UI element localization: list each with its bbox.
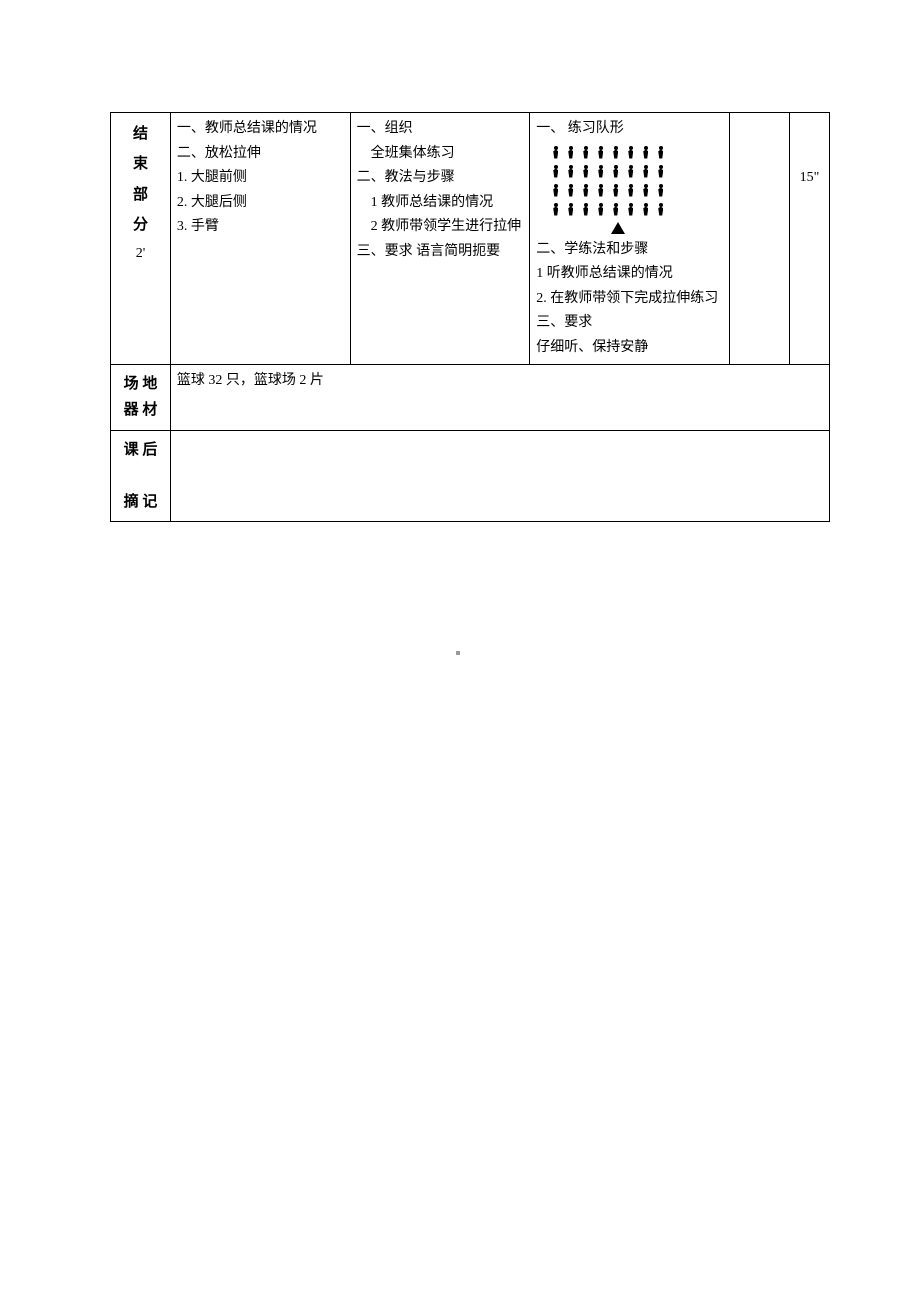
teach-heading: 一、组织 — [357, 121, 413, 136]
person-icon — [552, 184, 559, 198]
person-icon — [627, 184, 634, 198]
label-line: 课 后 — [124, 442, 158, 458]
equipment-label-cell: 场 地 器 材 — [111, 365, 171, 431]
person-icon — [567, 165, 574, 179]
time-value: 15" — [800, 170, 820, 185]
formation-diagram — [536, 142, 723, 238]
table-row: 结 束 部 分 2' 一、教师总结课的情况 二、放松拉伸 1. 大腿前侧 2. … — [111, 113, 830, 365]
equipment-content-cell: 篮球 32 只，篮球场 2 片 — [170, 365, 829, 431]
content-line: 2. 大腿后侧 — [177, 195, 247, 210]
person-icon — [612, 203, 619, 217]
label-line: 器 材 — [124, 402, 158, 418]
person-icon — [567, 203, 574, 217]
teach-sub: 语言简明扼要 — [416, 244, 500, 259]
content-line: 一、教师总结课的情况 — [177, 121, 317, 136]
formation-row — [542, 203, 723, 217]
student-heading: 二、学练法和步骤 — [536, 242, 648, 257]
person-icon — [567, 146, 574, 160]
person-icon — [582, 184, 589, 198]
student-heading: 一、 练习队形 — [536, 121, 624, 136]
content-line: 3. 手臂 — [177, 219, 219, 234]
student-cell: 一、 练习队形 二、学练法和步骤 — [530, 113, 730, 365]
person-icon — [612, 146, 619, 160]
person-icon — [627, 146, 634, 160]
person-icon — [627, 203, 634, 217]
table-row: 课 后 摘 记 — [111, 430, 830, 522]
person-icon — [642, 203, 649, 217]
person-icon — [597, 146, 604, 160]
label-line: 摘 记 — [124, 494, 158, 510]
teach-heading: 二、教法与步骤 — [357, 170, 455, 185]
page: 结 束 部 分 2' 一、教师总结课的情况 二、放松拉伸 1. 大腿前侧 2. … — [0, 0, 920, 522]
person-icon — [642, 165, 649, 179]
empty-cell — [730, 113, 790, 365]
person-icon — [612, 184, 619, 198]
person-icon — [552, 165, 559, 179]
person-icon — [657, 165, 664, 179]
person-icon — [642, 184, 649, 198]
person-icon — [657, 203, 664, 217]
notes-label-cell: 课 后 摘 记 — [111, 430, 171, 522]
teaching-cell: 一、组织 全班集体练习 二、教法与步骤 1 教师总结课的情况 2 教师带领学生进… — [350, 113, 530, 365]
person-icon — [657, 146, 664, 160]
person-icon — [642, 146, 649, 160]
person-icon — [582, 165, 589, 179]
equipment-text: 篮球 32 只，篮球场 2 片 — [177, 373, 324, 388]
time-cell: 15" — [789, 113, 829, 365]
student-sub: 2. 在教师带领下完成拉伸练习 — [536, 291, 718, 306]
formation-row — [542, 184, 723, 198]
content-line: 二、放松拉伸 — [177, 146, 261, 161]
label-char: 部 — [117, 182, 164, 208]
teacher-position — [542, 222, 723, 238]
label-line: 场 地 — [124, 376, 158, 392]
person-icon — [582, 203, 589, 217]
person-icon — [552, 203, 559, 217]
person-icon — [582, 146, 589, 160]
formation-row — [542, 165, 723, 179]
section-label-cell: 结 束 部 分 2' — [111, 113, 171, 365]
page-marker-icon — [456, 651, 460, 655]
person-icon — [657, 184, 664, 198]
teach-sub: 2 教师带领学生进行拉伸 — [357, 215, 524, 240]
person-icon — [567, 184, 574, 198]
lesson-table: 结 束 部 分 2' 一、教师总结课的情况 二、放松拉伸 1. 大腿前侧 2. … — [110, 112, 830, 522]
content-cell: 一、教师总结课的情况 二、放松拉伸 1. 大腿前侧 2. 大腿后侧 3. 手臂 — [170, 113, 350, 365]
label-duration: 2' — [117, 242, 164, 267]
person-icon — [597, 184, 604, 198]
label-char: 分 — [117, 212, 164, 238]
label-char: 结 — [117, 121, 164, 147]
label-char: 束 — [117, 151, 164, 177]
person-icon — [552, 146, 559, 160]
notes-content-cell — [170, 430, 829, 522]
person-icon — [612, 165, 619, 179]
student-sub: 仔细听、保持安静 — [536, 340, 648, 355]
person-icon — [597, 203, 604, 217]
person-icon — [597, 165, 604, 179]
teach-sub: 1 教师总结课的情况 — [357, 191, 524, 216]
triangle-icon — [611, 222, 625, 234]
student-sub: 1 听教师总结课的情况 — [536, 266, 673, 281]
teach-heading: 三、要求 — [357, 244, 413, 259]
table-row: 场 地 器 材 篮球 32 只，篮球场 2 片 — [111, 365, 830, 431]
formation-row — [542, 146, 723, 160]
content-line: 1. 大腿前侧 — [177, 170, 247, 185]
student-heading: 三、要求 — [536, 315, 592, 330]
person-icon — [627, 165, 634, 179]
teach-sub: 全班集体练习 — [357, 142, 524, 167]
